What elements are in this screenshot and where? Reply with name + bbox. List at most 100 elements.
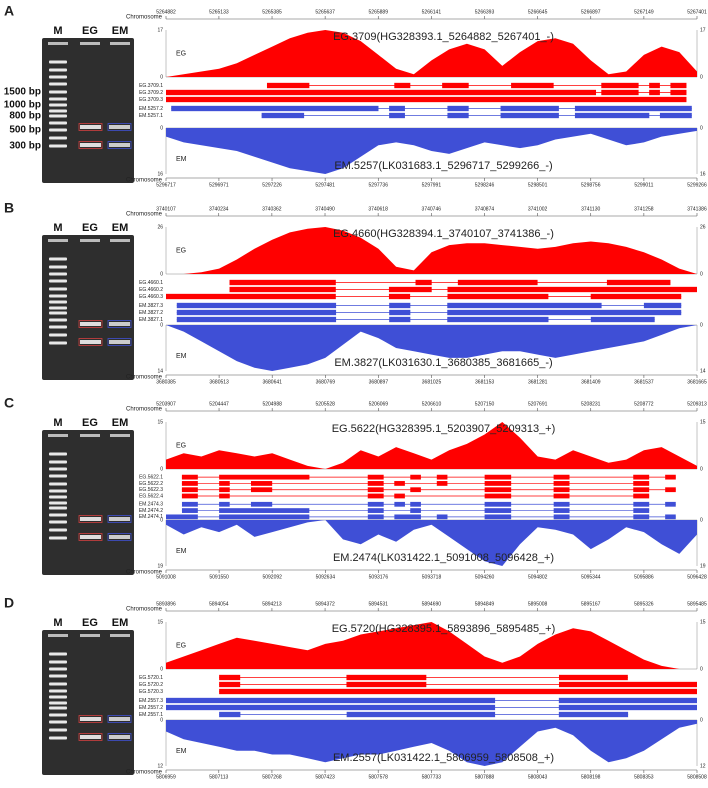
tick-label: 5095344: [581, 574, 601, 580]
exon: [553, 501, 570, 507]
tick-label: 5298246: [475, 182, 495, 188]
tick-label: 5299011: [634, 182, 653, 188]
band-box: [107, 141, 132, 149]
band-box: [107, 515, 132, 523]
exon: [219, 688, 697, 695]
lane-label: M: [53, 617, 62, 629]
scale-label: 12: [157, 763, 163, 769]
tick-label: 5265889: [369, 9, 389, 15]
exon: [394, 82, 411, 89]
track-label: EM: [176, 748, 187, 755]
exon: [250, 487, 273, 493]
tick-label: 3740107: [156, 206, 176, 212]
exon: [633, 493, 650, 499]
transcript-name: EG.5622.2: [139, 481, 163, 487]
tick-label: 5893896: [156, 601, 176, 607]
exon: [633, 481, 650, 486]
transcript-name: EG.3709.2: [139, 90, 163, 96]
tick-label: 3680641: [262, 379, 282, 385]
ladder-band: [49, 114, 67, 118]
tick-label: 5894372: [315, 601, 335, 607]
tick-label: 3741386: [687, 206, 707, 212]
ladder-band: [49, 706, 67, 710]
exon: [574, 105, 692, 112]
transcript-name: EG.5720.3: [139, 689, 163, 695]
exon: [394, 501, 405, 507]
transcript-name: EM.3827.2: [139, 310, 163, 316]
band: [80, 143, 101, 147]
tick-label: 5093718: [422, 574, 442, 580]
ladder-band: [49, 103, 67, 107]
scale-label: 0: [700, 717, 703, 723]
scale-label: 17: [157, 27, 163, 33]
exon: [346, 674, 427, 681]
ladder-band: [49, 467, 67, 471]
tick-label: 5895485: [687, 601, 707, 607]
exon: [633, 508, 650, 513]
exon: [166, 89, 597, 96]
ladder-band: [49, 701, 67, 705]
exon: [447, 286, 697, 293]
ladder-band: [49, 660, 67, 664]
exon: [389, 112, 405, 119]
tick-label: 5266141: [422, 9, 442, 15]
band-box: [78, 320, 103, 328]
exon: [590, 316, 655, 323]
ladder-band: [49, 682, 67, 686]
tick-label: 5095886: [634, 574, 654, 580]
tick-label: 5206069: [369, 401, 389, 407]
ladder-band: [49, 272, 67, 276]
exon: [447, 309, 682, 316]
exon: [665, 514, 676, 520]
exon: [176, 309, 337, 316]
exon: [558, 697, 697, 704]
exon: [553, 508, 570, 513]
tick-label: 5265133: [209, 9, 229, 15]
exon: [633, 501, 650, 507]
tick-label: 5207150: [475, 401, 495, 407]
scale-label: 0: [700, 517, 703, 523]
tick-label: 5092634: [316, 574, 336, 580]
ladder-band: [49, 109, 67, 113]
band: [109, 535, 130, 539]
ladder-band: [49, 318, 67, 322]
exon: [484, 501, 512, 507]
ladder-band: [49, 460, 67, 464]
tick-label: 5203907: [156, 401, 176, 407]
scale-label: 0: [160, 466, 163, 472]
exon: [394, 481, 405, 486]
scale-label: 0: [160, 125, 163, 131]
scale-label: 15: [157, 619, 163, 625]
transcript-name: EG.5720.1: [139, 675, 163, 681]
track-title: EG.5622(HG328395.1_5203907_5209313_+): [332, 423, 556, 435]
well: [110, 634, 130, 637]
track-label: EM: [176, 353, 187, 360]
exon: [171, 105, 379, 112]
tick-label: 5208772: [634, 401, 654, 407]
exon: [250, 501, 273, 507]
exon: [219, 674, 241, 681]
exon: [250, 481, 273, 486]
transcript-name: EG.4660.2: [139, 287, 163, 293]
tick-label: 5808508: [687, 774, 707, 780]
exon: [553, 514, 570, 520]
lane-label: EM: [112, 617, 129, 629]
tick-label: 5807888: [475, 774, 495, 780]
scale-label: 14: [700, 368, 706, 374]
exon: [665, 487, 676, 493]
band: [80, 517, 101, 521]
tick-label: 5894849: [475, 601, 495, 607]
well: [80, 434, 100, 437]
exon: [388, 293, 411, 300]
scale-label: 0: [160, 322, 163, 328]
ladder-band: [49, 720, 67, 724]
exon: [558, 704, 697, 711]
band: [80, 125, 101, 129]
track-title: EM.2474(LK031422.1_5091008_5096428_+): [333, 552, 554, 564]
transcript-name: EM.2557.2: [139, 705, 163, 711]
panel-letter: C: [4, 395, 14, 411]
size-label: 300 bp: [9, 141, 41, 152]
tick-label: 5092092: [262, 574, 282, 580]
band-box: [78, 123, 103, 131]
scale-label: 14: [157, 368, 163, 374]
